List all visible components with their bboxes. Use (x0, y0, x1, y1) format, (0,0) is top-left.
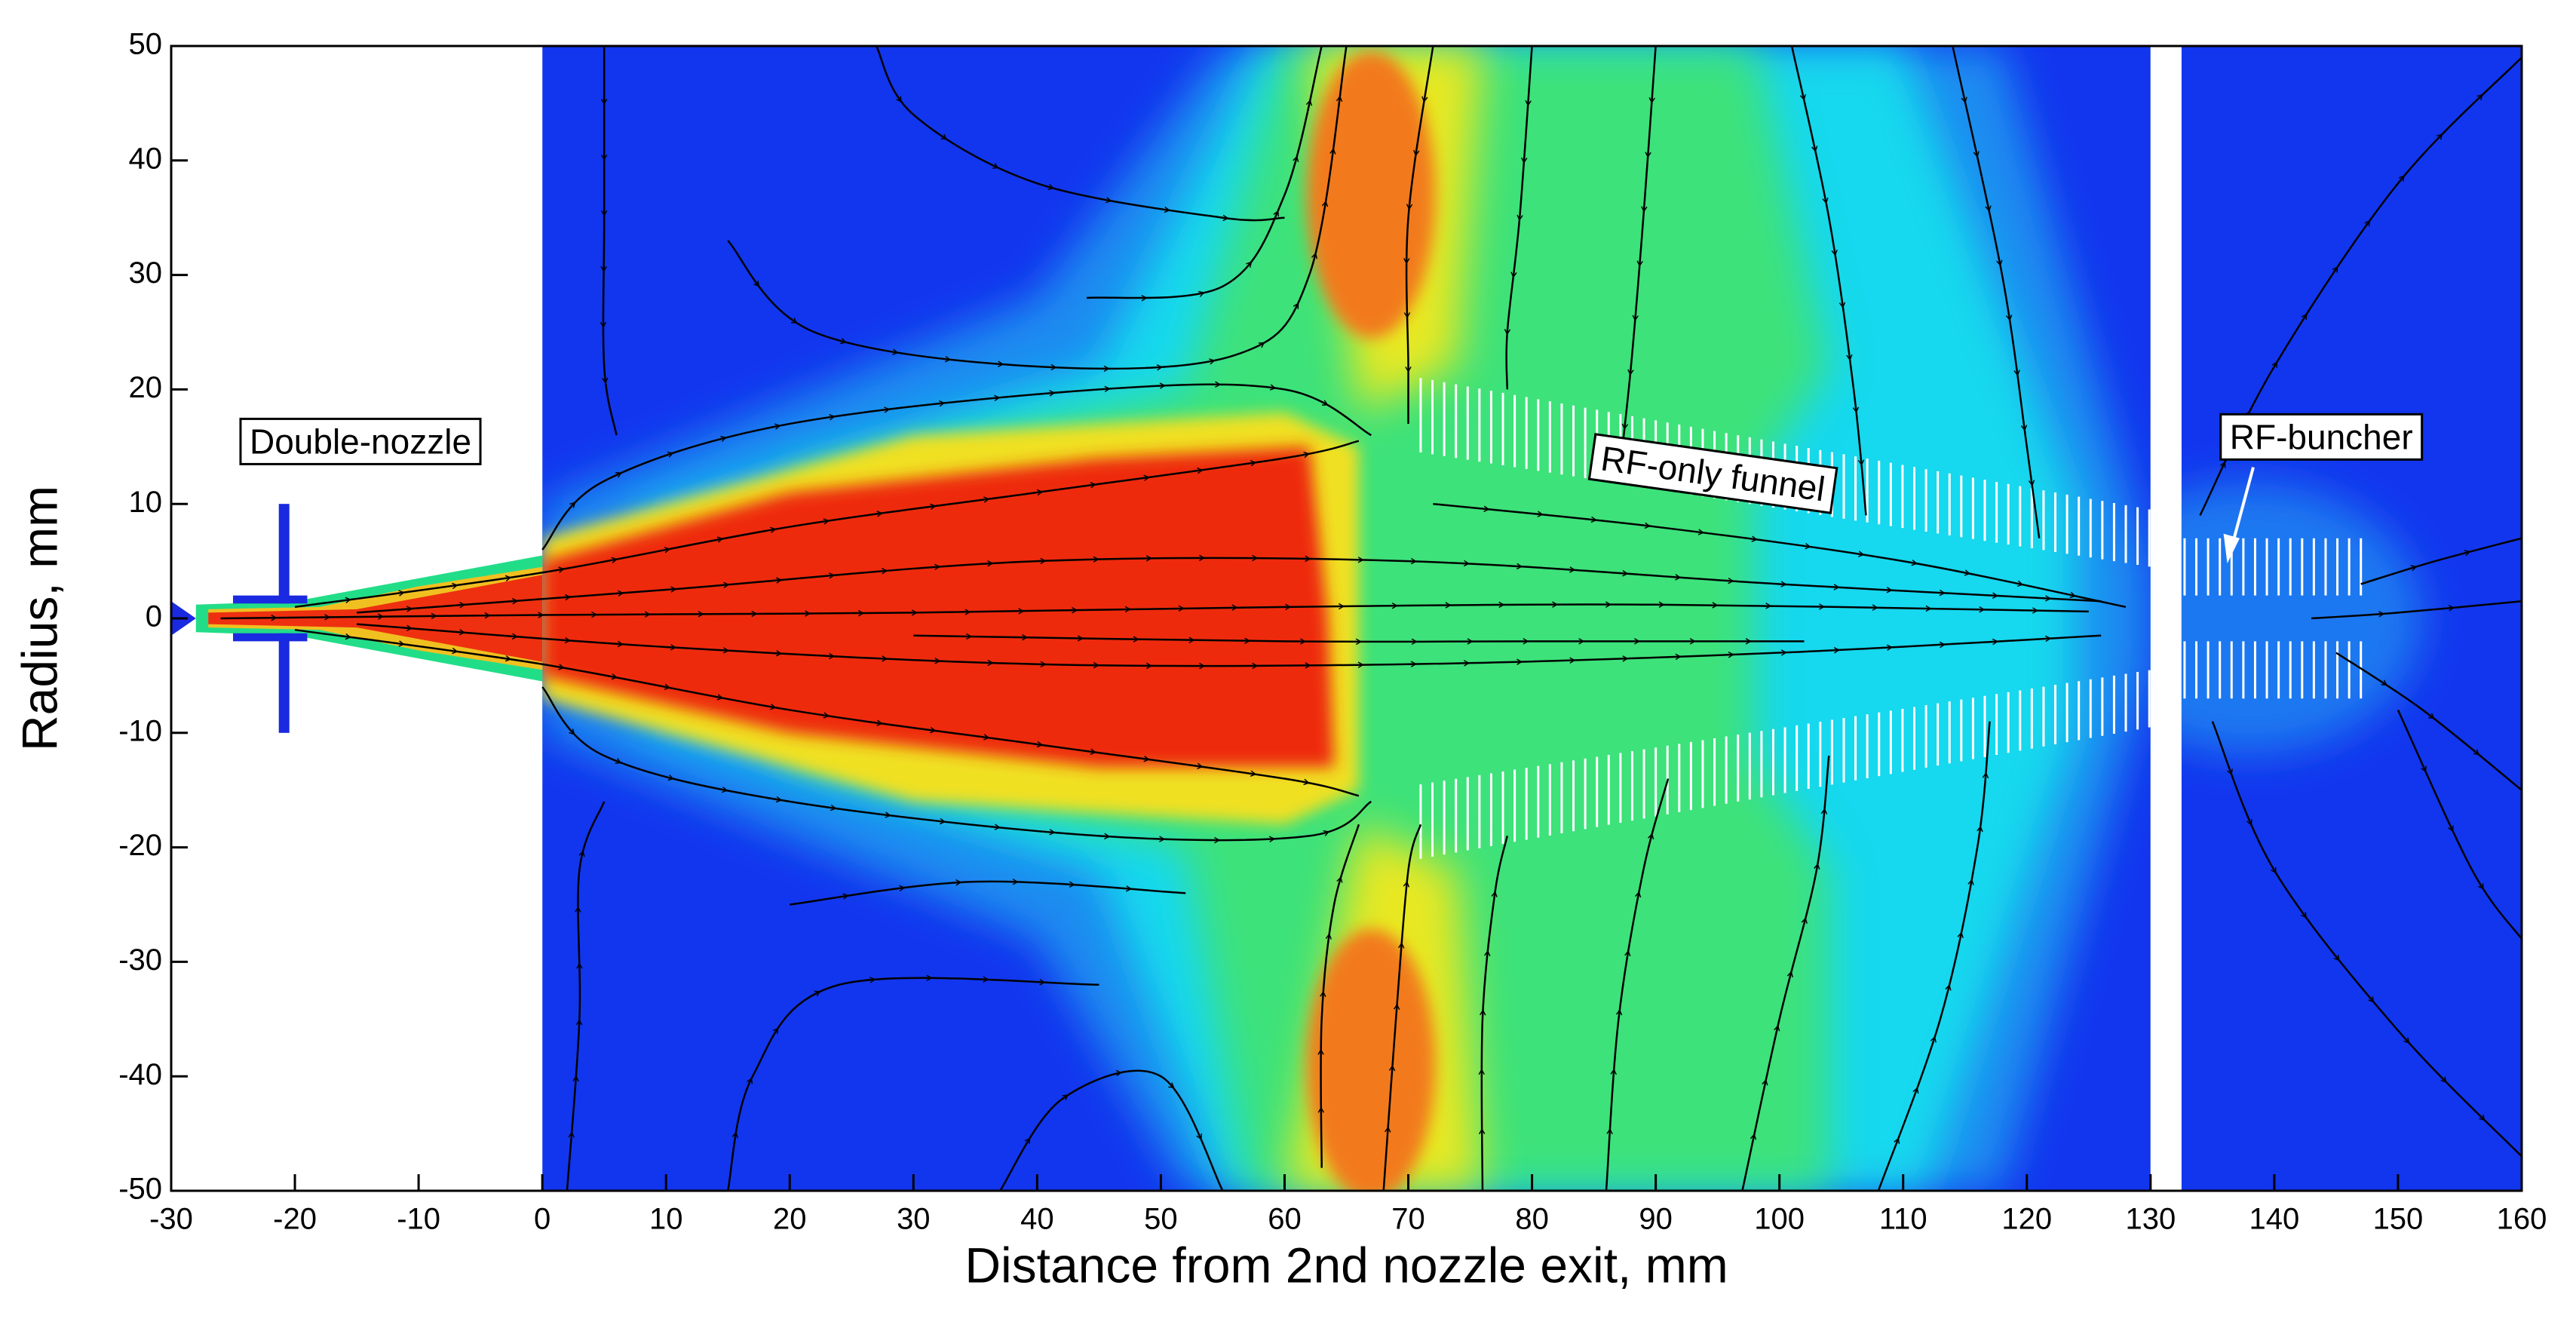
nozzle (233, 633, 308, 642)
annotation-box (2219, 413, 2424, 461)
nozzle (233, 595, 308, 604)
y-tick-label: 0 (146, 600, 162, 633)
x-tick-label: 30 (897, 1203, 931, 1236)
x-tick-label: 120 (2001, 1203, 2052, 1236)
field-glow (2181, 483, 2424, 754)
annotation-box (239, 417, 482, 465)
x-tick-label: 50 (1144, 1203, 1178, 1236)
y-tick-label: -10 (118, 714, 162, 747)
x-tick-label: 110 (1879, 1203, 1927, 1236)
x-tick-label: 80 (1515, 1203, 1549, 1236)
x-tick-label: 100 (1754, 1203, 1805, 1236)
y-tick-label: 20 (129, 371, 163, 404)
x-tick-label: 90 (1639, 1203, 1673, 1236)
y-tick-label: -50 (118, 1173, 162, 1206)
y-tick-label: 10 (129, 486, 163, 519)
field-main (542, 46, 2151, 1191)
y-tick-label: 50 (129, 28, 163, 61)
x-axis-title: Distance from 2nd nozzle exit, mm (964, 1237, 1728, 1293)
y-axis-title: Radius, mm (11, 486, 67, 751)
x-tick-label: 70 (1391, 1203, 1425, 1236)
x-tick-label: 40 (1020, 1203, 1054, 1236)
field-lobe (1307, 929, 1436, 1191)
x-tick-label: 60 (1268, 1203, 1302, 1236)
annotation-arrowhead (2223, 533, 2240, 564)
x-tick-label: -10 (397, 1203, 440, 1236)
annotation-box (1587, 433, 1838, 514)
y-tick-label: -30 (118, 943, 162, 977)
x-tick-label: 0 (534, 1203, 550, 1236)
x-tick-label: -20 (273, 1203, 317, 1236)
annotation: Double-nozzle (250, 422, 471, 461)
axes: -30 -20 -10 0 10 20 30 40 50 60 70 80 90 100 110 120 130… (11, 28, 2547, 1293)
nozzle (278, 633, 290, 733)
y-tick-label: -20 (118, 829, 162, 862)
y-tick-label: 40 (129, 142, 163, 175)
x-tick-label: 130 (2125, 1203, 2176, 1236)
x-tick-label: 150 (2373, 1203, 2424, 1236)
annotation: RF-buncher (2230, 417, 2413, 456)
x-tick-label: -30 (149, 1203, 193, 1236)
nozzle (278, 504, 290, 604)
x-tick-label: 20 (773, 1203, 807, 1236)
streamlines (220, 45, 2523, 1192)
field (171, 46, 2522, 1191)
y-tick-label: -40 (118, 1058, 162, 1091)
y-tick-label: 30 (129, 256, 163, 290)
x-tick-label: 10 (649, 1203, 683, 1236)
x-tick-label: 160 (2497, 1203, 2547, 1236)
x-tick-label: 140 (2249, 1203, 2300, 1236)
